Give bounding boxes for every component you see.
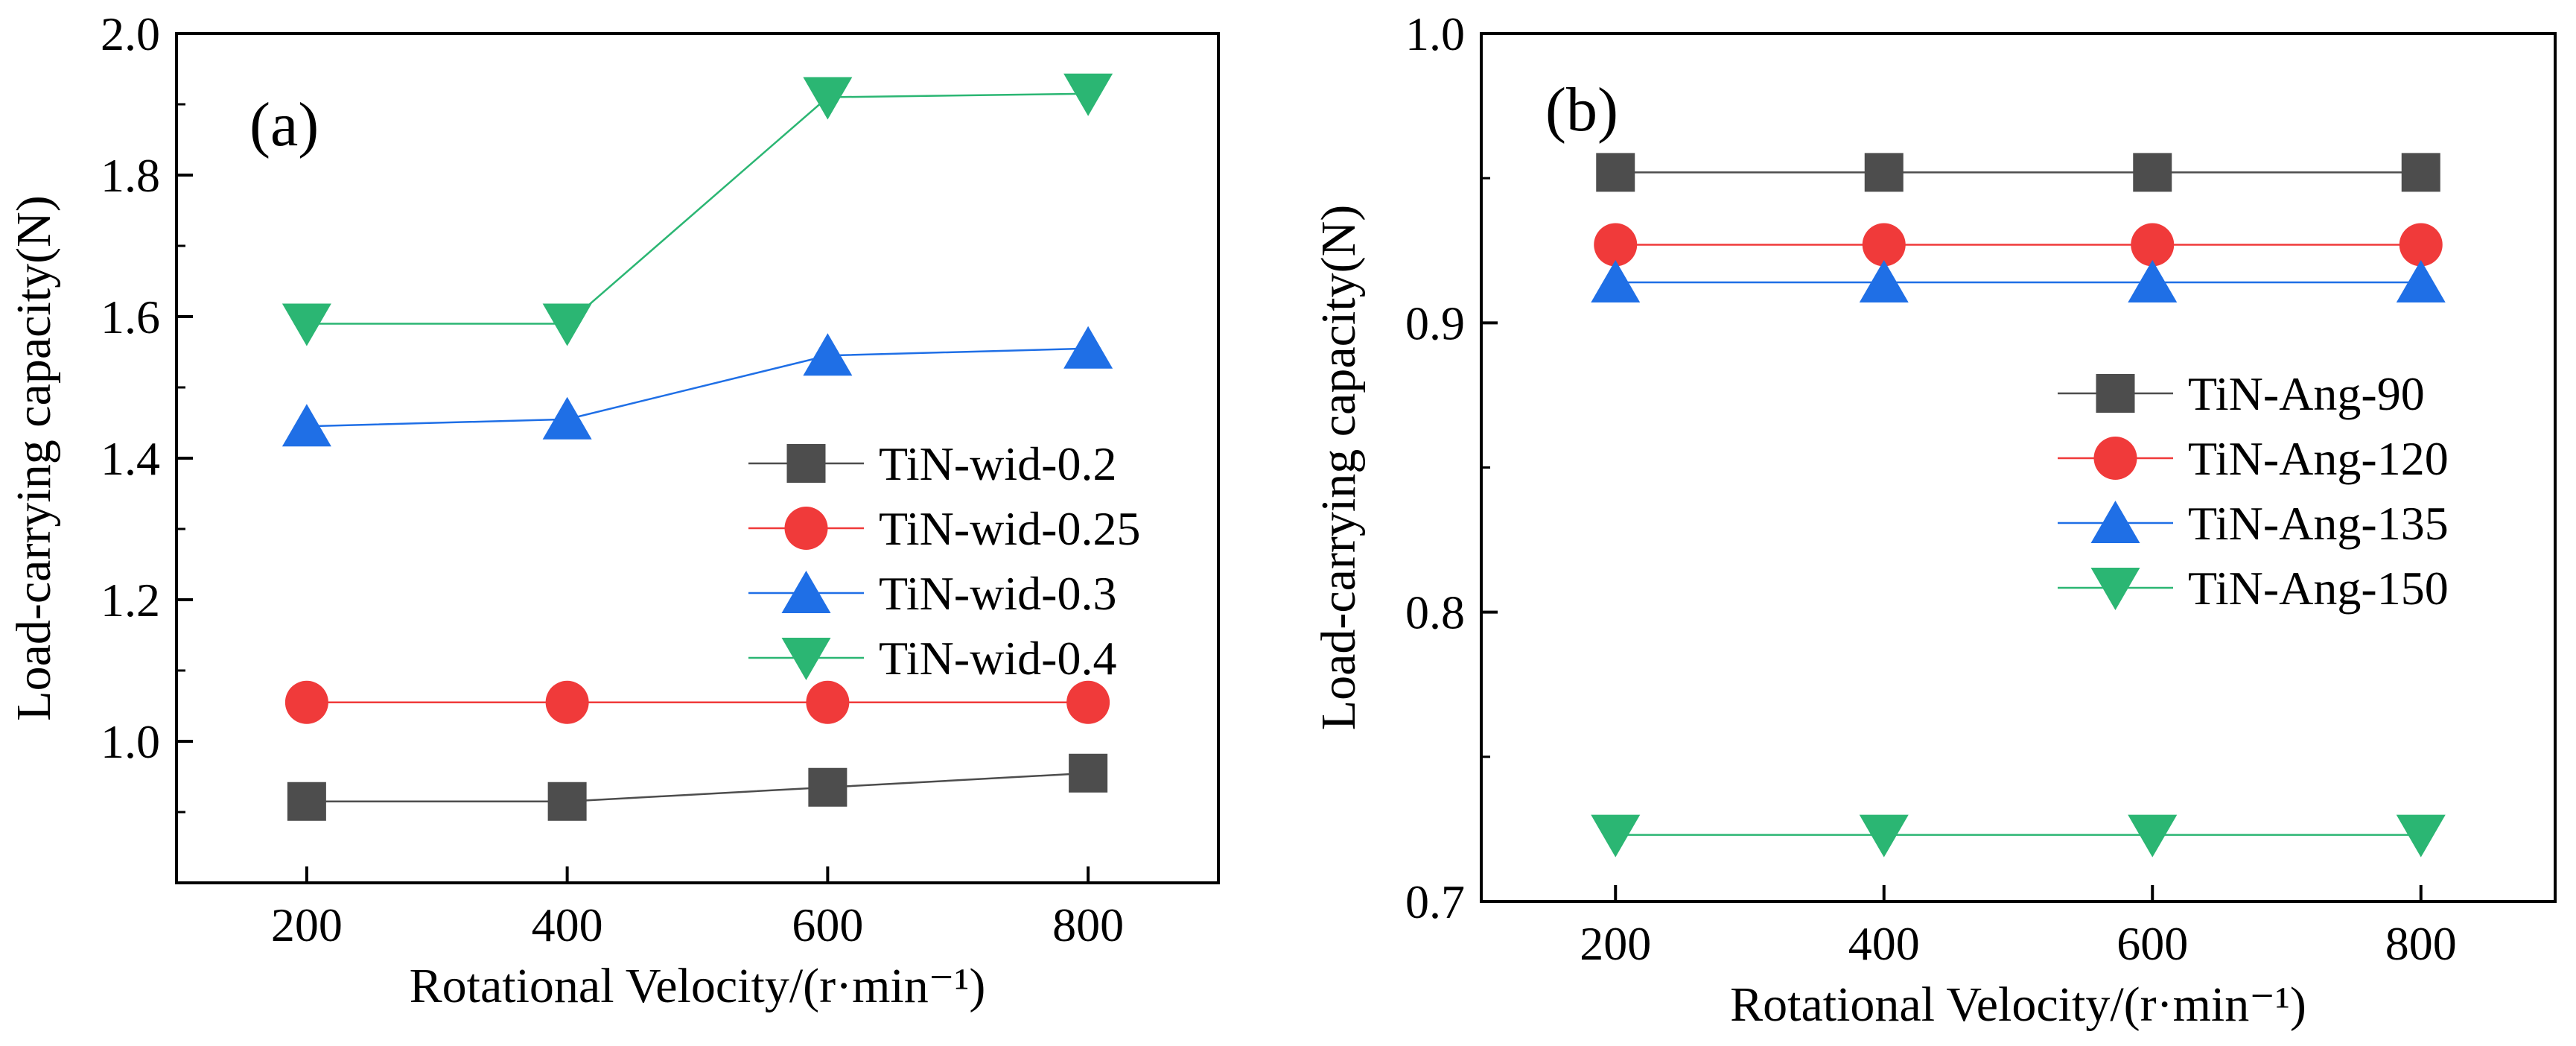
data-point (1063, 326, 1113, 369)
x-axis-title: Rotational Velocity/(r·min⁻¹) (410, 959, 986, 1013)
data-point (808, 767, 847, 807)
panel-a: 200 400 600 800 1.0 1.2 1.4 1.6 1.8 2.0 Rotational… (7, 7, 1220, 1013)
y-axis-title: Load-carrying capacity(N) (7, 195, 61, 720)
data-point (1591, 814, 1641, 858)
legend-label: TiN-Ang-150 (2188, 562, 2449, 615)
series-line (306, 92, 1089, 325)
data-point (1069, 753, 1108, 793)
y-tick-label: 1.6 (101, 291, 160, 343)
y-tick-label: 0.9 (1405, 297, 1465, 349)
legend-marker (781, 638, 831, 680)
data-point (1859, 259, 1909, 302)
legend-marker (2096, 374, 2135, 413)
data-point (284, 680, 328, 724)
data-point (1591, 259, 1641, 302)
legend-label: TiN-Ang-90 (2188, 367, 2425, 420)
data-point (803, 77, 853, 120)
data-point (1864, 153, 1904, 192)
data-point (2128, 814, 2178, 858)
data-point (1066, 680, 1110, 724)
legend-marker (2090, 568, 2140, 610)
y-tick-label: 1.8 (101, 149, 160, 202)
legend-marker (784, 507, 828, 550)
legend-label: TiN-wid-0.4 (879, 632, 1116, 685)
y-tick-label: 1.4 (101, 432, 160, 485)
legend-marker (786, 444, 826, 483)
data-point (545, 680, 589, 724)
series-line (306, 772, 1089, 802)
data-point (282, 404, 331, 447)
series-line (306, 347, 1089, 428)
x-tick-label: 800 (2385, 917, 2457, 970)
legend-marker (2090, 501, 2140, 543)
data-point (2396, 259, 2446, 302)
data-point (1862, 223, 1906, 267)
data-point (547, 782, 587, 821)
data-point (2131, 223, 2175, 267)
x-axis-title: Rotational Velocity/(r·min⁻¹) (1730, 977, 2306, 1032)
legend-label: TiN-wid-0.25 (879, 502, 1140, 555)
legend-label: TiN-Ang-135 (2188, 497, 2449, 550)
data-point (803, 333, 853, 376)
data-point (542, 303, 592, 346)
data-point (806, 680, 850, 724)
x-tick-label: 800 (1052, 898, 1124, 951)
legend-label: TiN-wid-0.3 (879, 567, 1116, 620)
legend-marker (781, 571, 831, 613)
x-tick-label: 600 (792, 898, 863, 951)
y-axis-title: Load-carrying capacity(N) (1311, 205, 1366, 730)
data-point (1596, 153, 1635, 192)
data-point (1063, 73, 1113, 116)
data-point (2399, 223, 2443, 267)
y-tick-label: 1.0 (101, 715, 160, 768)
panel-label: (b) (1545, 75, 1618, 145)
data-point (542, 396, 592, 440)
y-tick-label: 1.2 (101, 574, 160, 627)
y-tick-label: 1.0 (1405, 7, 1465, 60)
data-point (1594, 223, 1638, 267)
data-point (2133, 153, 2172, 192)
data-point (2396, 814, 2446, 858)
legend-marker (2093, 437, 2137, 480)
data-point (2128, 259, 2178, 302)
y-tick-label: 2.0 (101, 7, 160, 60)
y-tick-label: 0.8 (1405, 586, 1465, 639)
data-point (282, 303, 331, 346)
y-tick-label: 0.7 (1405, 875, 1465, 928)
panel-b: 200 400 600 800 0.7 0.8 0.9 1.0 Rotational Veloc… (1311, 7, 2557, 1032)
x-tick-label: 400 (1848, 917, 1920, 970)
data-point (287, 782, 326, 821)
x-tick-label: 200 (271, 898, 343, 951)
legend-label: TiN-wid-0.2 (879, 437, 1116, 490)
data-point (2401, 153, 2440, 192)
x-tick-label: 400 (532, 898, 603, 951)
x-tick-label: 200 (1580, 917, 1651, 970)
data-point (1859, 814, 1909, 858)
x-tick-label: 600 (2117, 917, 2188, 970)
panel-label: (a) (249, 90, 319, 159)
legend-label: TiN-Ang-120 (2188, 432, 2449, 485)
